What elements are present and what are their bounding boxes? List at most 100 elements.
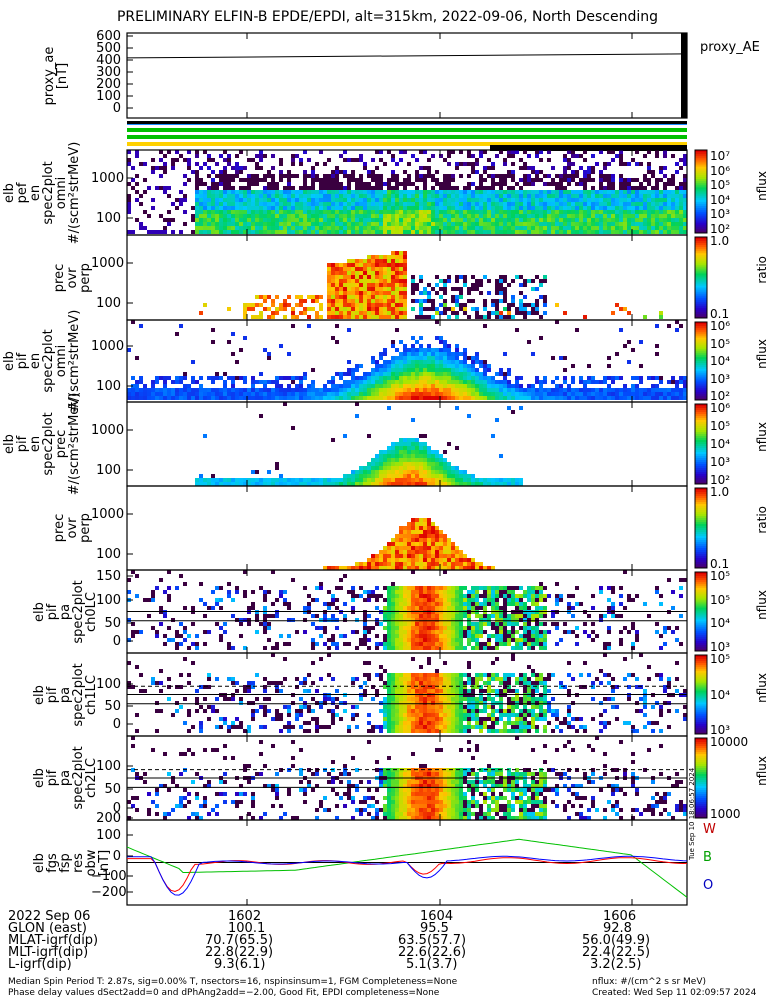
heat-cell [259,178,263,182]
heat-cell [487,376,491,380]
heat-cell [259,218,263,222]
heat-cell [439,376,443,380]
heat-cell [491,206,495,210]
heat-cell [371,311,375,315]
heat-cell [395,287,399,291]
heat-cell [467,376,471,380]
heat-cell [439,558,443,562]
heat-cell [415,352,419,356]
heat-cell [415,630,419,634]
heat-cell [475,352,479,356]
heat-cell [351,267,355,271]
heat-cell [247,186,251,190]
heat-cell [383,348,387,352]
heat-cell [439,470,443,474]
heat-cell [559,388,563,392]
heat-cell [395,388,399,392]
heat-cell [403,380,407,384]
heat-cell [343,299,347,303]
heat-cell [475,478,479,482]
heat-cell [391,474,395,478]
heat-cell [207,630,211,634]
heat-cell [399,474,403,478]
heat-cell [275,614,279,618]
heat-cell [483,392,487,396]
heat-cell [655,198,659,202]
heat-cell [587,206,591,210]
heat-cell [451,590,455,594]
heat-cell [539,158,543,162]
heat-cell [363,190,367,194]
heat-cell [603,198,607,202]
heat-cell [251,606,255,610]
heat-cell [539,202,543,206]
heat-cell [439,352,443,356]
heat-cell [215,482,219,486]
heat-cell [431,315,435,319]
heat-cell [491,566,495,570]
heat-cell [679,392,683,396]
heat-cell [287,222,291,226]
heat-cell [531,352,535,356]
heat-cell [535,396,539,400]
heat-cell [491,384,495,388]
heat-cell [499,174,503,178]
heat-cell [399,356,403,360]
heat-cell [403,230,407,234]
heat-cell [391,550,395,554]
heat-cell [491,226,495,230]
heat-cell [651,392,655,396]
heat-cell [483,478,487,482]
heat-cell [591,206,595,210]
heat-cell [427,522,431,526]
heat-cell [275,642,279,646]
heat-cell [207,198,211,202]
heat-cell [383,376,387,380]
heat-cell [371,303,375,307]
heat-cell [227,162,231,166]
heat-cell [631,190,635,194]
heat-cell [275,198,279,202]
heat-cell [423,550,427,554]
heat-cell [671,226,675,230]
heat-cell [535,150,539,154]
heat-cell [471,626,475,630]
heat-cell [383,450,387,454]
heat-cell [451,598,455,602]
heat-cell [527,166,531,170]
heat-cell [531,598,535,602]
heat-cell [667,202,671,206]
heat-cell [195,388,199,392]
heat-cell [391,482,395,486]
heat-cell [507,150,511,154]
heat-cell [603,178,607,182]
heat-cell [435,368,439,372]
heat-cell [571,396,575,400]
heat-cell [603,226,607,230]
heat-cell [431,360,435,364]
heat-cell [183,582,187,586]
heat-cell [527,598,531,602]
heat-cell [399,275,403,279]
heat-cell [423,638,427,642]
heat-cell [659,226,663,230]
heat-cell [459,618,463,622]
heat-cell [379,174,383,178]
heat-cell [267,222,271,226]
heat-cell [507,311,511,315]
heat-cell [239,150,243,154]
heat-cell [471,646,475,650]
heat-cell [467,384,471,388]
heat-cell [403,558,407,562]
heat-cell [319,194,323,198]
heat-cell [503,178,507,182]
heat-cell [595,190,599,194]
heat-cell [419,307,423,311]
heat-cell [451,470,455,474]
heat-cell [335,275,339,279]
heat-cell [243,178,247,182]
heat-cell [411,594,415,598]
heat-cell [671,190,675,194]
heat-cell [271,182,275,186]
heat-cell [427,352,431,356]
